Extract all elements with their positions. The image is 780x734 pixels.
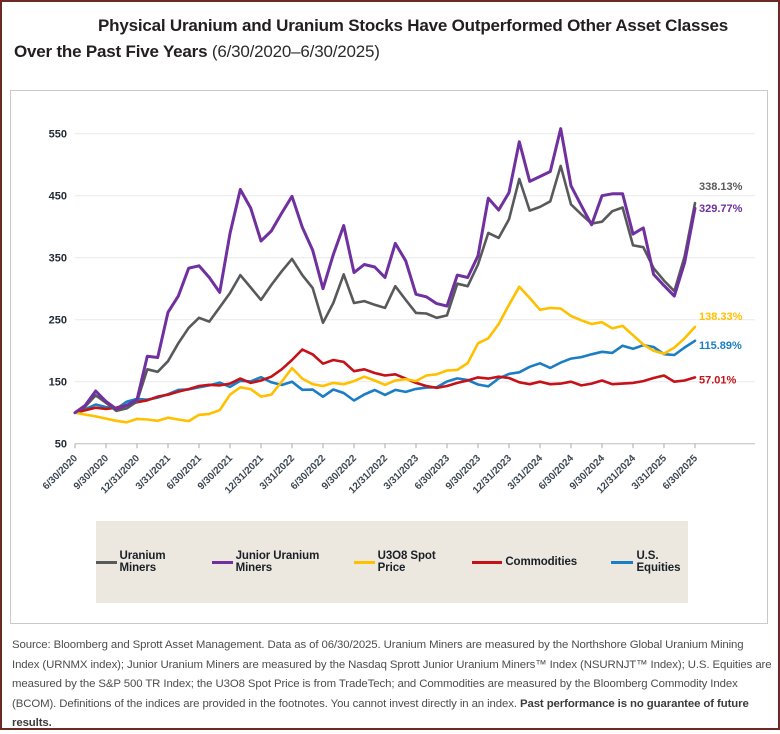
chart-legend: Uranium Miners Junior Uranium Miners U3O8 … — [96, 521, 688, 603]
y-tick-label: 50 — [55, 439, 67, 451]
y-tick-label: 550 — [49, 129, 67, 141]
legend-item-junior-uranium-miners: Junior Uranium Miners — [212, 550, 320, 574]
end-value-label: 338.13% — [699, 181, 743, 193]
legend-item-u-s-equities: U.S. Equities — [611, 550, 688, 574]
chart-title: Physical Uranium and Uranium Stocks Have… — [14, 13, 730, 65]
legend-label: Uranium Miners — [119, 550, 166, 574]
source-footnote-text: Source: Bloomberg and Sprott Asset Manag… — [12, 639, 772, 710]
series-line-junior-uranium-miners — [73, 127, 697, 415]
chart-panel: 50 150 250 350 450 550 6/30/2020 9/30/2020 12/31… — [10, 90, 768, 624]
chart-title-period: (6/30/2020–6/30/2025) — [207, 42, 380, 61]
legend-label: Junior Uranium Miners — [235, 550, 320, 574]
legend-swatch — [96, 560, 117, 564]
end-value-label: 329.77% — [699, 203, 743, 215]
legend-item-commodities: Commodities — [472, 556, 577, 568]
y-tick-label: 150 — [49, 377, 67, 389]
legend-label: U.S. Equities — [636, 550, 681, 574]
series-line-commodities — [73, 348, 697, 415]
source-footnote-disclaimer: Past performance is no guarantee of futu… — [12, 697, 749, 730]
legend-item-uranium-miners: Uranium Miners — [96, 550, 178, 574]
legend-item-u3o8-spot-price: U3O8 Spot Price — [354, 550, 438, 574]
y-tick-label: 350 — [49, 253, 67, 265]
source-footnote: Source: Bloomberg and Sprott Asset Manag… — [12, 636, 772, 734]
legend-swatch — [354, 560, 375, 564]
end-value-label: 57.01% — [699, 374, 737, 386]
line-chart: 501502503504505506/30/20209/30/202012/31… — [41, 127, 755, 496]
chart-title-main: Physical Uranium and Uranium Stocks Have… — [14, 16, 729, 61]
end-value-label: 115.89% — [699, 340, 742, 352]
series-line-u3o8-spot-price — [73, 285, 697, 424]
y-tick-label: 450 — [49, 191, 67, 203]
legend-label: Commodities — [505, 556, 578, 568]
legend-swatch — [472, 560, 503, 564]
legend-label: U3O8 Spot Price — [377, 550, 436, 574]
legend-swatch — [212, 560, 233, 564]
series-line-u-s-equities — [73, 339, 697, 415]
end-value-label: 138.33% — [699, 311, 743, 323]
legend-swatch — [611, 560, 634, 564]
y-tick-label: 250 — [49, 315, 67, 327]
